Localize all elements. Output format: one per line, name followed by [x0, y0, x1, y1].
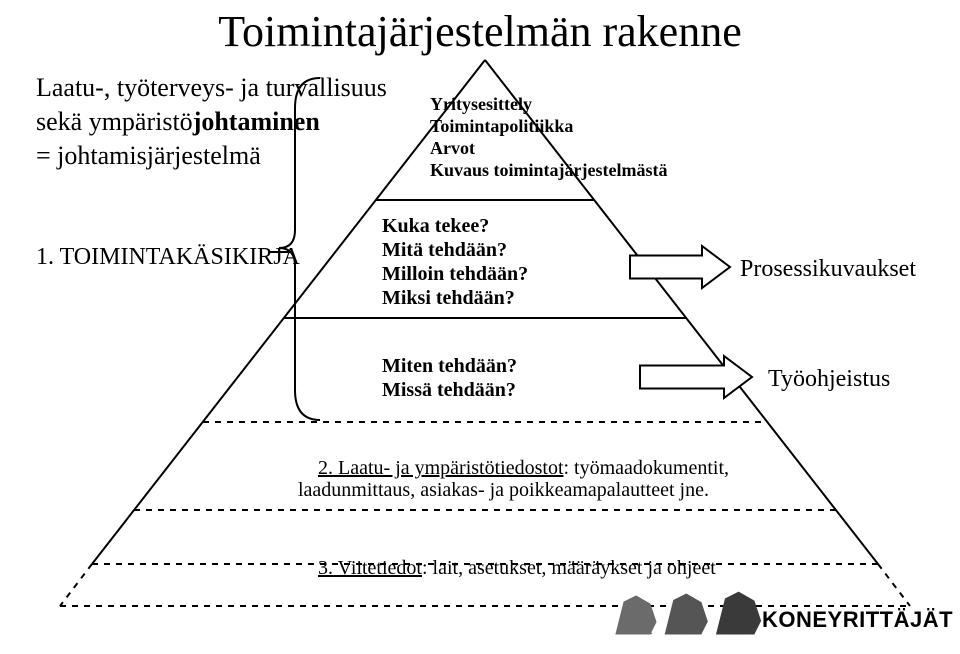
- page-title: Toimintajärjestelmän rakenne: [0, 6, 960, 57]
- subtitle-line-1: Laatu-, työterveys- ja turvallisuus: [36, 74, 387, 103]
- section-1-label: 1. TOIMINTAKÄSIKIRJA: [36, 244, 300, 270]
- apex-line-3: Arvot: [430, 139, 475, 159]
- tier2-line-3: Milloin tehdään?: [382, 263, 528, 285]
- apex-line-4: Kuvaus toimintajärjestelmästä: [430, 161, 667, 181]
- tier2-line-4: Miksi tehdään?: [382, 287, 515, 309]
- footnote-3: 3. Viitetiedot: lait, asetukset, määräyk…: [298, 535, 716, 601]
- footnote-2: 2. Laatu- ja ympäristötiedostot: työmaad…: [298, 435, 729, 523]
- apex-line-1: Yritysesittely: [430, 95, 532, 115]
- tier2-line-2: Mitä tehdään?: [382, 239, 507, 261]
- logo-text: KONEYRITTÄJÄT: [762, 608, 953, 632]
- subtitle-line-2: sekä ympäristöjohtaminen: [36, 108, 320, 137]
- diagram-stage: Toimintajärjestelmän rakenne Laatu-, työ…: [0, 0, 960, 654]
- tier2-line-1: Kuka tekee?: [382, 215, 489, 237]
- subtitle-line-3: = johtamisjärjestelmä: [36, 142, 261, 171]
- label-processes: Prosessikuvaukset: [740, 256, 916, 282]
- footnote-3-rest: : lait, asetukset, määräykset ja ohjeet: [422, 557, 716, 579]
- footnote-3-prefix: 3. Viitetiedot: [318, 557, 422, 579]
- label-workinstr: Työohjeistus: [768, 366, 890, 392]
- apex-line-2: Toimintapolitiikka: [430, 117, 573, 137]
- tier3-line-1: Miten tehdään?: [382, 355, 517, 377]
- tier3-line-2: Missä tehdään?: [382, 379, 516, 401]
- footnote-2-prefix: 2. Laatu- ja ympäristötiedostot: [318, 457, 564, 479]
